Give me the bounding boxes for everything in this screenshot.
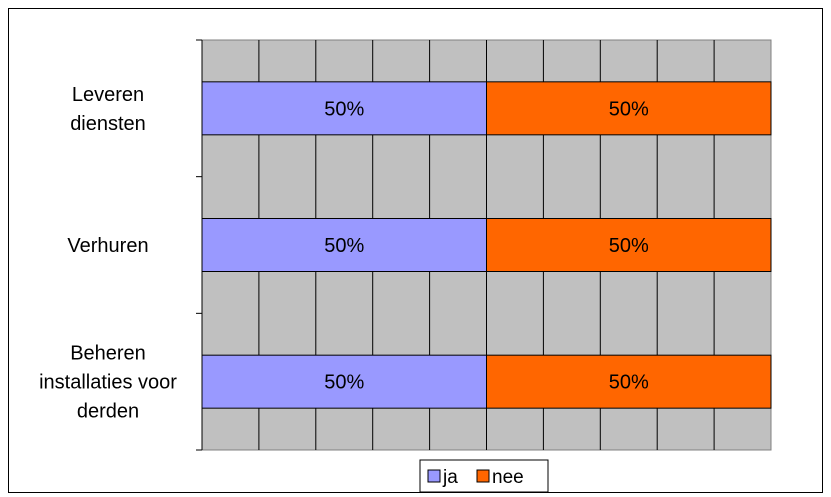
bar-nee-3 <box>486 354 772 409</box>
bar-ja-3 <box>201 354 487 409</box>
legend-label-nee: nee <box>492 467 524 488</box>
legend-swatch-nee <box>476 469 490 483</box>
category-label-line: Leveren <box>72 84 144 106</box>
bar-nee-2 <box>486 218 772 272</box>
category-label-line: Beheren <box>70 343 146 365</box>
category-label-2: Verhuren <box>67 235 148 257</box>
legend-label-ja: ja <box>442 467 458 488</box>
category-label-line: installaties voor <box>39 372 177 394</box>
category-label-3: Beheren installaties voor derden <box>39 343 177 423</box>
bar-ja-2 <box>201 218 487 272</box>
data-label-nee-3: 50% <box>609 372 649 394</box>
category-label-line: Verhuren <box>67 235 148 257</box>
data-label-ja-1: 50% <box>324 98 364 120</box>
bar-nee-1 <box>486 81 772 136</box>
category-label-line: derden <box>77 401 139 423</box>
category-label-line: diensten <box>70 113 146 135</box>
data-label-nee-2: 50% <box>609 235 649 257</box>
data-label-ja-3: 50% <box>324 372 364 394</box>
bar-ja-1 <box>201 81 487 136</box>
category-label-1: Leveren diensten <box>70 84 146 135</box>
data-label-nee-1: 50% <box>609 98 649 120</box>
data-label-ja-2: 50% <box>324 235 364 257</box>
legend-swatch-ja <box>427 469 441 483</box>
